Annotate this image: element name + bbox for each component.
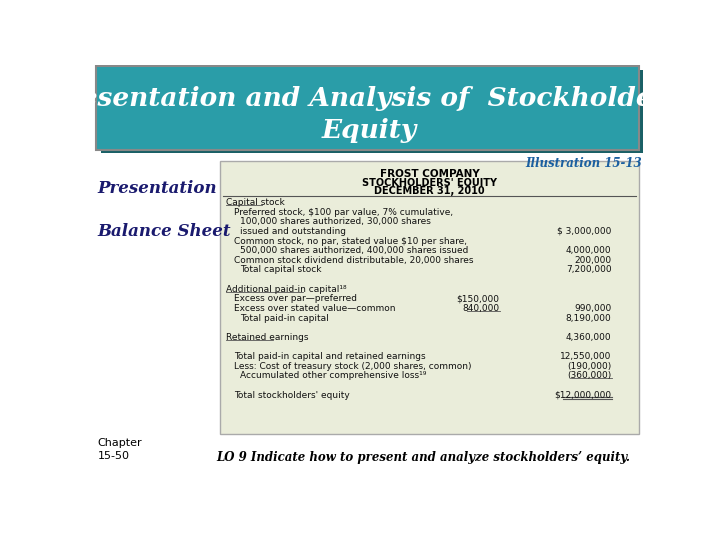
Text: Preferred stock, $100 par value, 7% cumulative,: Preferred stock, $100 par value, 7% cumu… [234,208,454,217]
Text: STOCKHOLDERS' EQUITY: STOCKHOLDERS' EQUITY [362,178,497,188]
Text: Equity: Equity [321,118,417,143]
Text: Presentation and Analysis of  Stockholders': Presentation and Analysis of Stockholder… [48,86,690,111]
Text: Common stock dividend distributable, 20,000 shares: Common stock dividend distributable, 20,… [234,256,474,265]
Text: 4,360,000: 4,360,000 [566,333,611,342]
Text: Chapter
15-50: Chapter 15-50 [98,438,143,461]
Text: 500,000 shares authorized, 400,000 shares issued: 500,000 shares authorized, 400,000 share… [240,246,469,255]
Text: Accumulated other comprehensive loss¹⁹: Accumulated other comprehensive loss¹⁹ [240,372,427,380]
Text: 8,190,000: 8,190,000 [566,314,611,322]
Text: $12,000,000: $12,000,000 [554,390,611,400]
Text: Illustration 15-13: Illustration 15-13 [525,157,642,170]
Text: FROST COMPANY: FROST COMPANY [379,168,480,179]
Text: Total paid-in capital: Total paid-in capital [240,314,329,322]
Text: DECEMBER 31, 2010: DECEMBER 31, 2010 [374,186,485,197]
Text: Common stock, no par, stated value $10 per share,: Common stock, no par, stated value $10 p… [234,237,467,246]
Text: (360,000): (360,000) [567,372,611,380]
FancyBboxPatch shape [101,70,644,153]
Text: Retained earnings: Retained earnings [226,333,309,342]
Text: Additional paid-in capital¹⁸: Additional paid-in capital¹⁸ [226,285,347,294]
Text: Less: Cost of treasury stock (2,000 shares, common): Less: Cost of treasury stock (2,000 shar… [234,362,472,370]
FancyBboxPatch shape [96,66,639,150]
Text: $ 3,000,000: $ 3,000,000 [557,227,611,236]
Text: 12,550,000: 12,550,000 [560,352,611,361]
Text: 4,000,000: 4,000,000 [566,246,611,255]
Text: Total capital stock: Total capital stock [240,265,322,274]
Text: Excess over par—preferred: Excess over par—preferred [234,294,357,303]
Text: 200,000: 200,000 [575,256,611,265]
Text: Excess over stated value—common: Excess over stated value—common [234,304,396,313]
Text: LO 9 Indicate how to present and analyze stockholders’ equity.: LO 9 Indicate how to present and analyze… [216,451,630,464]
Text: 100,000 shares authorized, 30,000 shares: 100,000 shares authorized, 30,000 shares [240,217,431,226]
Text: Total paid-in capital and retained earnings: Total paid-in capital and retained earni… [234,352,426,361]
Text: 990,000: 990,000 [575,304,611,313]
Text: 840,000: 840,000 [462,304,499,313]
Text: Presentation: Presentation [98,180,217,197]
Text: Total stockholders' equity: Total stockholders' equity [234,390,350,400]
Text: issued and outstanding: issued and outstanding [240,227,346,236]
Text: Capital stock: Capital stock [226,198,285,207]
Text: (190,000): (190,000) [567,362,611,370]
FancyBboxPatch shape [220,161,639,434]
Text: Balance Sheet: Balance Sheet [98,222,231,240]
Text: 7,200,000: 7,200,000 [566,265,611,274]
Text: $150,000: $150,000 [456,294,499,303]
